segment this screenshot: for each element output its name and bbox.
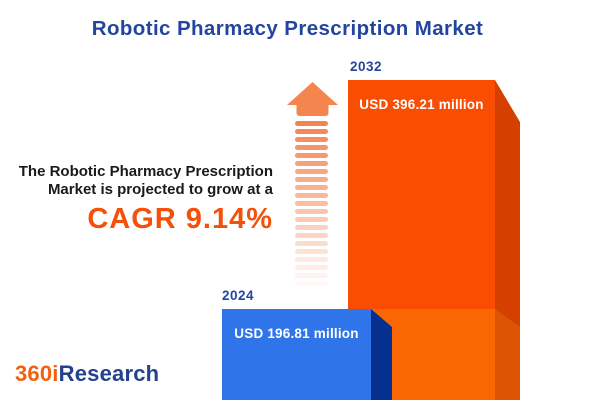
arrow-dash [295,201,328,206]
bar-2032-value-label: USD 396.21 million [359,97,484,112]
arrow-dash [295,137,328,142]
logo: 360iResearch [15,361,159,387]
arrow-dash [295,257,328,262]
annotation-block: The Robotic Pharmacy Prescription Market… [0,163,273,236]
arrow-dash [295,265,328,270]
arrow-dash [295,193,328,198]
bar-2032-base-segment-side [495,309,520,400]
arrow-dash [295,121,328,126]
arrow-dash [295,273,328,278]
arrow-dash [295,129,328,134]
arrow-dash [295,249,328,254]
arrow-dash [295,217,328,222]
logo-research: Research [58,361,160,386]
arrow-dash [295,281,328,286]
bar-2024-side [371,309,392,400]
arrow-dash [295,241,328,246]
arrow-up-icon [287,82,338,116]
page-title: Robotic Pharmacy Prescription Market [91,17,484,40]
arrow-dash [295,169,328,174]
arrow-dashes [295,121,328,291]
arrow-dash [295,225,328,230]
bar-2032-year-label: 2032 [350,59,383,74]
bar-2024-year-label: 2024 [222,288,255,303]
arrow-dash [295,145,328,150]
arrow-dash [295,185,328,190]
arrow-dash [295,209,328,214]
annotation-line-2: Market is projected to grow at a [47,180,273,198]
logo-360i: 360i [15,361,59,386]
arrow-dash [295,177,328,182]
arrow-dash [295,233,328,238]
arrow-dash [295,153,328,158]
cagr-value: CAGR 9.14% [87,203,273,235]
bar-2024-front [222,309,371,400]
bar-2024-value-label: USD 196.81 million [234,326,359,341]
annotation-line-1: The Robotic Pharmacy Prescription [18,163,273,180]
arrow-dash [295,161,328,166]
